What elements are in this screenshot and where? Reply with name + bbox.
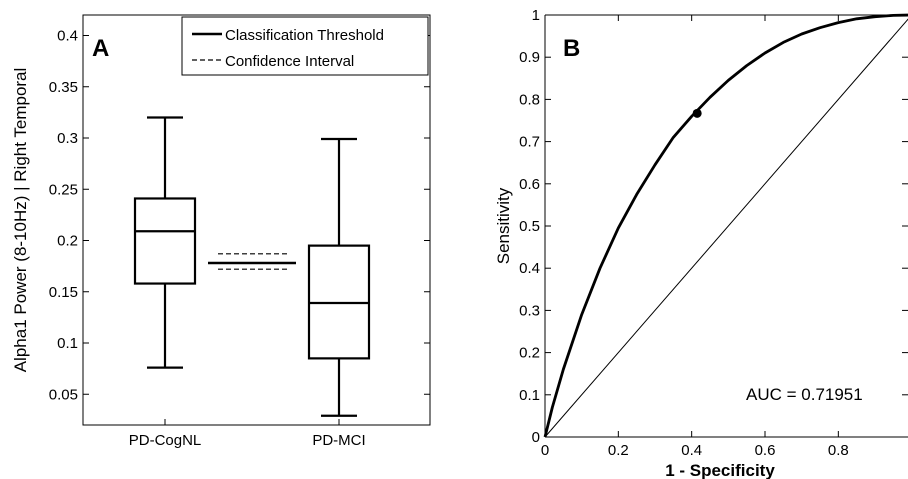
panel-a-x-tick-label: PD-MCI xyxy=(312,432,365,449)
panel-a-y-tick-label: 0.15 xyxy=(49,284,78,301)
panel-b-y-tick-label: 0.3 xyxy=(519,302,540,319)
panel-b-y-tick-label: 1 xyxy=(532,7,540,24)
panel-b-x-axis-label: 1 - Specificity xyxy=(665,461,775,479)
auc-annotation: AUC = 0.71951 xyxy=(746,385,863,404)
legend-item-threshold: Classification Threshold xyxy=(225,27,384,44)
panel-a-y-ticks: 0.05 0.1 0.15 0.2 0.25 0.3 0.35 0.4 xyxy=(49,28,430,403)
panel-b-y-tick-label: 0.2 xyxy=(519,345,540,362)
panel-a-y-tick-label: 0.3 xyxy=(57,130,78,147)
panel-b-y-ticks: 0 0.1 0.2 0.3 0.4 0.5 0.6 0.7 0.8 0.9 1 xyxy=(519,7,908,446)
panel-b-roc: 0 0.1 0.2 0.3 0.4 0.5 0.6 0.7 0.8 0.9 1 0 0.2 0.4 0.6… xyxy=(494,7,908,479)
legend-item-confidence: Confidence Interval xyxy=(225,53,354,70)
panel-b-y-tick-label: 0.6 xyxy=(519,176,540,193)
panel-a-boxes xyxy=(133,116,371,417)
panel-a-y-tick-label: 0.2 xyxy=(57,233,78,250)
panel-b-label: B xyxy=(563,35,580,62)
panel-a-x-ticks: PD-CogNL PD-MCI xyxy=(129,419,366,449)
panel-a-y-tick-label: 0.35 xyxy=(49,79,78,96)
chance-diagonal-line xyxy=(544,18,908,438)
panel-b-y-tick-label: 0.7 xyxy=(519,134,540,151)
panel-b-y-tick-label: 0 xyxy=(532,429,540,446)
panel-a-x-tick-label: PD-CogNL xyxy=(129,432,202,449)
panel-b-x-tick-label: 0.4 xyxy=(681,442,702,459)
panel-a-y-tick-label: 0.1 xyxy=(57,335,78,352)
panel-a-y-tick-label: 0.25 xyxy=(49,181,78,198)
panel-a-axes-frame xyxy=(82,14,431,426)
panel-a-y-tick-label: 0.4 xyxy=(57,28,78,45)
panel-b-y-tick-label: 0.9 xyxy=(519,49,540,66)
box-iqr xyxy=(133,197,197,285)
panel-b-x-tick-label: 0.6 xyxy=(755,442,776,459)
panel-a-y-tick-label: 0.05 xyxy=(49,386,78,403)
panel-a-label: A xyxy=(92,35,109,62)
panel-b-x-ticks: 0 0.2 0.4 0.6 0.8 xyxy=(541,15,849,459)
panel-a-boxplot: 0.050.10.150.20.250.30.350.4 PD-CogNL PD-… xyxy=(11,14,431,449)
panel-a-legend: Classification Threshold Confidence Inte… xyxy=(181,16,429,76)
panel-b-y-tick-label: 0.5 xyxy=(519,218,540,235)
panel-b-x-tick-label: 0 xyxy=(541,442,549,459)
panel-a-legend-box xyxy=(181,16,429,76)
roc-curve xyxy=(543,13,908,438)
panel-a-y-axis-label: Alpha1 Power (8-10Hz) | Right Temporal xyxy=(11,68,30,373)
panel-b-y-tick-label: 0.8 xyxy=(519,91,540,108)
panel-b-x-tick-label: 0.2 xyxy=(608,442,629,459)
panel-b-y-axis-label: Sensitivity xyxy=(494,187,513,264)
panel-b-x-tick-label: 0.8 xyxy=(828,442,849,459)
panel-b-y-tick-label: 0.1 xyxy=(519,387,540,404)
panel-b-series xyxy=(543,13,908,438)
roc-operating-point xyxy=(692,108,702,118)
panel-b-y-tick-label: 0.4 xyxy=(519,260,540,277)
panel-a-threshold-lines xyxy=(208,253,296,270)
